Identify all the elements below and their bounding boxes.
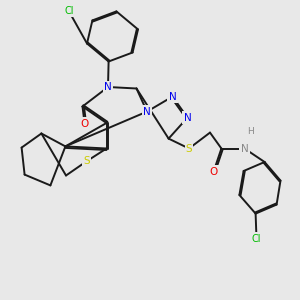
Text: S: S <box>186 143 192 154</box>
Text: O: O <box>80 118 89 129</box>
Text: N: N <box>143 106 151 117</box>
Text: H: H <box>247 128 254 136</box>
Text: Cl: Cl <box>252 233 261 244</box>
Text: N: N <box>104 82 112 92</box>
Text: N: N <box>184 112 191 123</box>
Text: O: O <box>209 167 218 177</box>
Text: Cl: Cl <box>64 6 74 16</box>
Text: N: N <box>169 92 176 102</box>
Text: N: N <box>241 143 248 154</box>
Text: S: S <box>83 156 90 167</box>
